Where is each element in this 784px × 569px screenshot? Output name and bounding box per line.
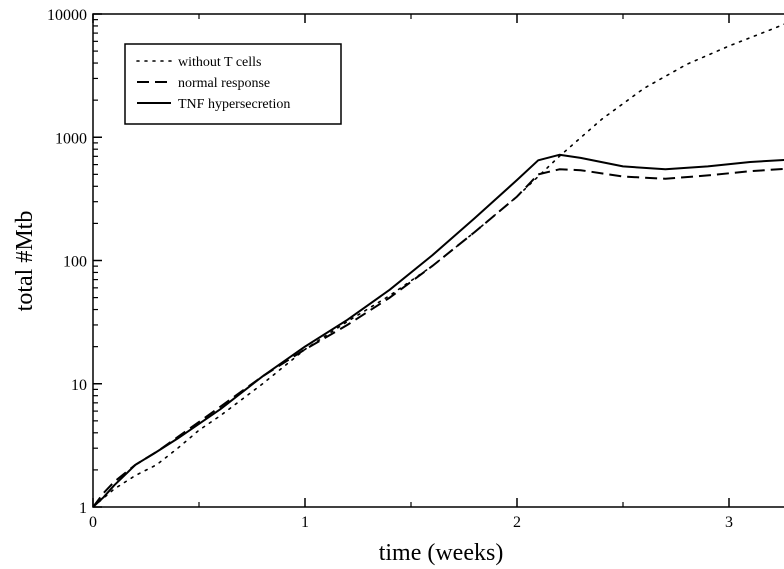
legend-label-1: without T cells (178, 55, 261, 70)
y-tick-label: 10 (71, 377, 87, 394)
legend-box (124, 43, 342, 125)
x-tick-label: 1 (301, 514, 309, 531)
y-tick-label: 10000 (47, 7, 87, 24)
x-tick-label: 3 (725, 514, 733, 531)
legend-label-2: normal response (178, 76, 270, 91)
x-axis-title: time (weeks) (379, 540, 504, 566)
x-tick-label: 2 (513, 514, 521, 531)
y-tick-label: 1 (79, 500, 87, 517)
y-axis-title: total #Mtb (12, 211, 38, 312)
legend: without T cells normal response TNF hypers… (124, 43, 342, 125)
legend-label-3: TNF hypersecretion (178, 97, 290, 112)
y-tick-label: 1000 (55, 130, 87, 147)
series-line-2 (93, 167, 784, 507)
y-tick-label: 100 (63, 254, 87, 271)
series-line-3 (93, 153, 784, 507)
chart-marks (93, 23, 784, 507)
x-tick-label: 0 (89, 514, 97, 531)
